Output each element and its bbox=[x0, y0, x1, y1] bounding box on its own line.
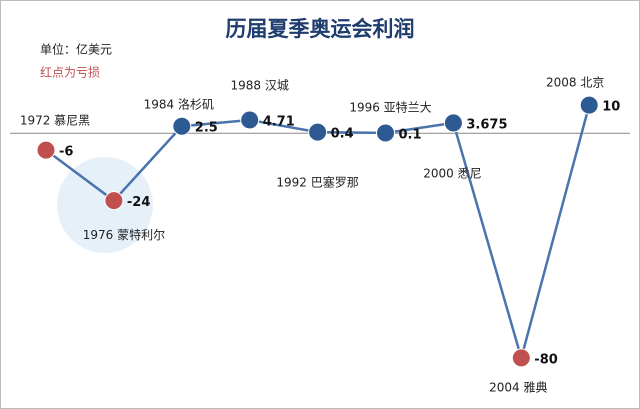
category-label: 2008 北京 bbox=[546, 76, 604, 90]
point bbox=[511, 348, 531, 368]
value-label: 0.1 bbox=[399, 127, 422, 142]
point bbox=[172, 116, 192, 136]
value-label: 4.71 bbox=[263, 115, 295, 130]
category-label: 1972 慕尼黑 bbox=[20, 114, 90, 128]
category-label: 1988 汉城 bbox=[231, 79, 289, 93]
category-label: 1984 洛杉矶 bbox=[144, 97, 214, 112]
value-label: 0.4 bbox=[331, 127, 354, 142]
category-label: 1976 蒙特利尔 bbox=[83, 227, 165, 242]
value-label: -6 bbox=[59, 145, 73, 160]
point bbox=[240, 110, 260, 130]
value-label: -24 bbox=[127, 195, 150, 210]
category-label: 1996 亚特兰大 bbox=[349, 99, 431, 114]
value-label: 2.5 bbox=[195, 121, 218, 136]
category-label: 1992 巴塞罗那 bbox=[276, 175, 358, 190]
value-label: 10 bbox=[602, 100, 620, 115]
point bbox=[104, 191, 124, 211]
point bbox=[443, 113, 463, 133]
point bbox=[376, 123, 395, 143]
category-label: 2000 悉尼 bbox=[423, 166, 481, 180]
chart-title: 历届夏季奥运会利润 bbox=[226, 17, 415, 41]
point bbox=[36, 140, 56, 160]
value-label: 3.675 bbox=[466, 117, 507, 132]
unit-note: 单位：亿美元 bbox=[40, 42, 112, 57]
legend-note: 红点为亏损 bbox=[40, 65, 100, 80]
point bbox=[308, 122, 328, 142]
category-label: 2004 雅典 bbox=[489, 379, 547, 394]
value-label: -80 bbox=[534, 352, 558, 367]
point bbox=[579, 95, 599, 115]
watermark bbox=[57, 157, 153, 253]
